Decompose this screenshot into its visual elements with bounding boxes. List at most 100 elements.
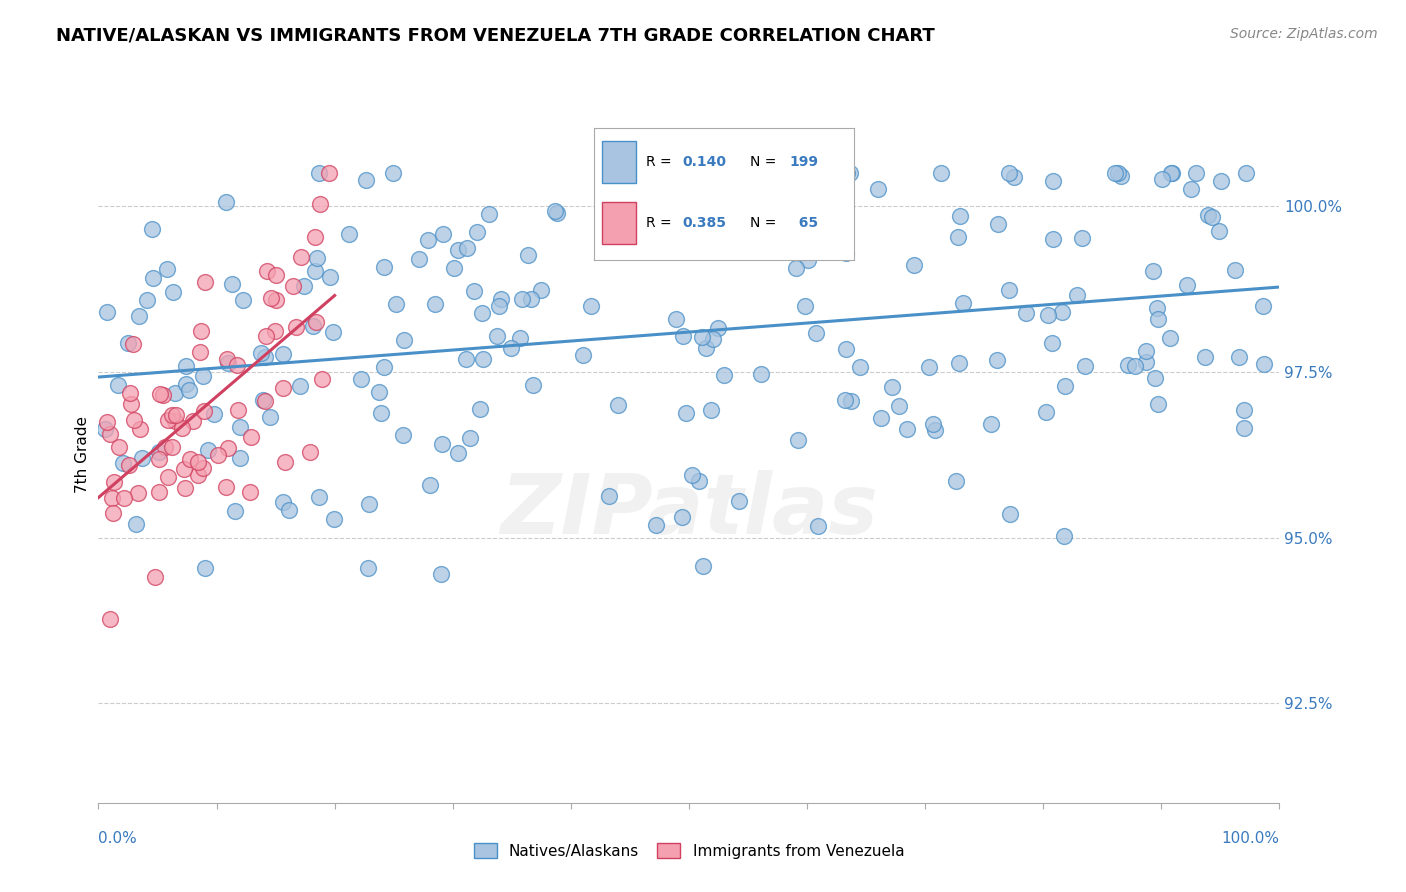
Point [190,324,212,338]
Point [447,446,470,460]
Point [1161,166,1184,180]
Point [645,517,668,532]
Point [839,166,862,180]
Point [264,268,287,282]
Point [733,243,755,257]
Point [187,455,209,469]
Point [429,566,451,581]
Point [665,311,688,326]
Point [174,359,197,373]
Point [866,182,889,196]
Point [356,561,378,575]
Point [520,292,543,306]
Point [142,271,165,285]
Point [357,498,380,512]
Point [217,352,239,367]
Point [370,406,392,420]
Point [318,166,340,180]
Point [152,388,174,402]
Point [298,444,321,458]
Point [704,236,727,251]
Point [690,330,713,344]
Point [271,347,294,361]
Point [108,441,131,455]
Point [101,491,124,505]
Point [1194,350,1216,364]
Point [160,408,183,422]
Point [1107,166,1129,180]
Point [724,239,747,253]
Point [228,450,250,465]
Point [271,495,294,509]
Point [785,260,807,275]
Point [896,422,918,436]
Point [486,329,509,343]
Point [304,314,326,328]
Point [254,393,277,408]
Point [834,393,856,408]
Y-axis label: 7th Grade: 7th Grade [75,417,90,493]
Point [804,326,827,340]
Point [117,336,139,351]
Point [793,299,815,313]
Point [1159,331,1181,345]
Point [443,261,465,276]
Point [170,421,193,435]
Point [924,423,946,437]
Point [1142,264,1164,278]
Point [922,417,945,431]
Point [516,248,538,262]
Point [695,341,717,355]
Point [456,242,478,256]
Point [681,467,703,482]
Point [1116,359,1139,373]
Point [226,403,249,417]
Point [368,384,391,399]
Point [148,485,170,500]
Point [1035,405,1057,419]
Point [929,166,952,180]
Point [153,440,176,454]
Point [1036,308,1059,322]
Point [824,166,846,180]
Point [165,408,187,422]
Point [423,297,446,311]
Point [510,292,533,306]
Point [156,262,179,277]
Point [266,293,288,307]
Text: ZIPatlas: ZIPatlas [501,470,877,551]
Point [1233,421,1256,435]
Point [1104,166,1126,180]
Point [259,410,281,425]
Point [256,264,278,278]
Point [162,285,184,300]
Point [810,236,832,251]
Point [1253,357,1275,371]
Point [1000,507,1022,521]
Point [187,467,209,482]
Point [194,561,217,575]
Point [416,233,439,247]
Point [447,244,470,258]
Point [239,484,262,499]
Point [1070,230,1092,244]
Point [323,511,346,525]
Point [191,368,214,383]
Point [252,392,274,407]
Text: 100.0%: 100.0% [1222,830,1279,846]
Text: 0.0%: 0.0% [98,830,138,846]
Point [304,264,326,278]
Point [96,415,118,429]
Point [94,422,117,436]
Point [530,283,553,297]
Point [986,353,1008,368]
Point [488,299,510,313]
Point [713,368,735,383]
Point [311,371,333,385]
Point [143,570,166,584]
Point [98,611,121,625]
Point [229,420,252,434]
Point [103,506,125,520]
Point [232,293,254,308]
Point [675,406,697,420]
